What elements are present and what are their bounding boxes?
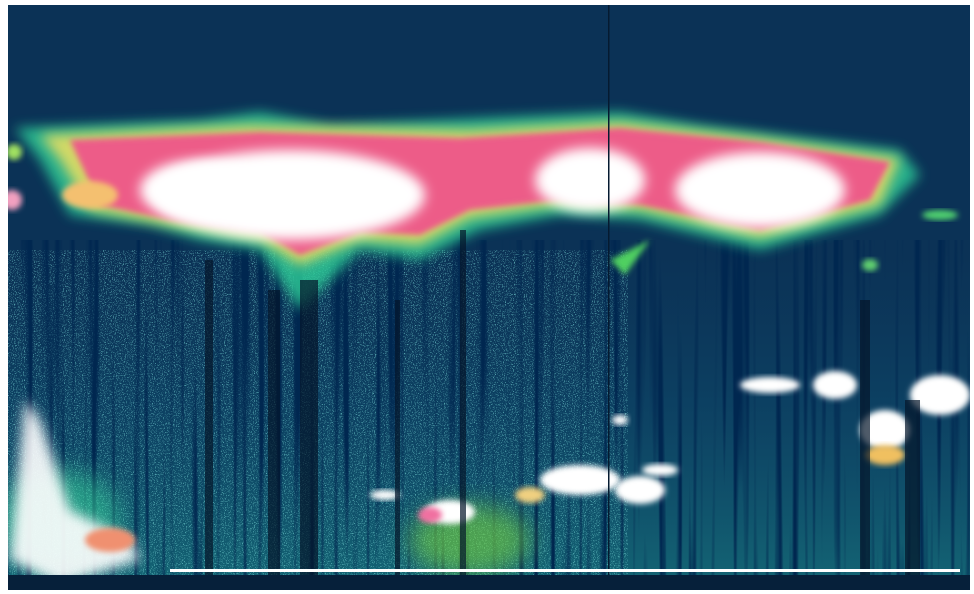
shape xyxy=(515,487,545,503)
scene xyxy=(0,5,970,590)
shape xyxy=(865,445,905,465)
shape xyxy=(862,259,878,271)
shape xyxy=(85,528,135,552)
shape xyxy=(395,300,400,590)
shape xyxy=(615,476,665,504)
shape xyxy=(860,300,870,590)
shape xyxy=(2,190,22,210)
shape xyxy=(205,260,213,590)
shape xyxy=(535,148,645,212)
shape xyxy=(642,464,678,476)
shape xyxy=(813,371,857,399)
ground xyxy=(8,575,970,590)
shape xyxy=(740,377,800,393)
shape xyxy=(140,160,260,220)
shape xyxy=(905,400,920,590)
shape xyxy=(922,210,958,220)
shape xyxy=(268,290,280,590)
page: (() => { const data = JSON.parse(documen… xyxy=(0,0,974,594)
lidar-image xyxy=(0,0,974,594)
ground-line xyxy=(170,569,960,572)
divider xyxy=(608,5,610,590)
shape xyxy=(62,181,118,209)
shape xyxy=(460,230,466,590)
shape xyxy=(418,507,442,523)
shape xyxy=(6,144,22,160)
shape xyxy=(675,152,845,228)
shape xyxy=(300,280,318,590)
shape xyxy=(612,415,628,425)
